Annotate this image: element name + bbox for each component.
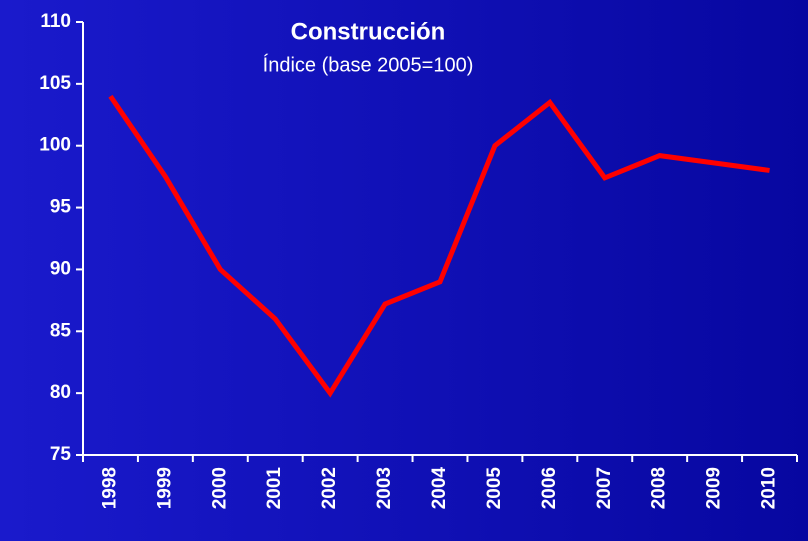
x-tick-label: 2002 <box>319 467 340 509</box>
x-tick-label: 2004 <box>429 467 450 510</box>
y-tick-label: 110 <box>40 11 71 32</box>
x-tick-label: 2007 <box>594 467 615 509</box>
chart-subtitle: Índice (base 2005=100) <box>263 53 474 76</box>
x-tick-label: 2010 <box>759 467 780 509</box>
y-tick-label: 75 <box>50 444 72 465</box>
x-tick-label: 2006 <box>539 467 560 509</box>
x-tick-label: 1999 <box>154 467 175 509</box>
x-tick-label: 2005 <box>484 467 505 510</box>
data-line <box>108 94 770 398</box>
x-tick-label: 2008 <box>649 467 670 509</box>
y-tick-label: 100 <box>39 135 71 156</box>
y-tick-label: 90 <box>50 258 71 279</box>
x-tick-label: 2000 <box>209 467 230 509</box>
x-tick-label: 2001 <box>264 467 285 510</box>
chart-title: Construcción <box>291 18 446 45</box>
y-tick-label: 85 <box>50 320 72 341</box>
y-tick-label: 80 <box>50 382 71 403</box>
x-tick-label: 2003 <box>374 467 395 509</box>
x-tick-label: 2009 <box>704 467 725 509</box>
y-tick-label: 105 <box>39 73 71 94</box>
x-tick-label: 1998 <box>99 467 120 509</box>
y-tick-label: 95 <box>50 197 72 218</box>
